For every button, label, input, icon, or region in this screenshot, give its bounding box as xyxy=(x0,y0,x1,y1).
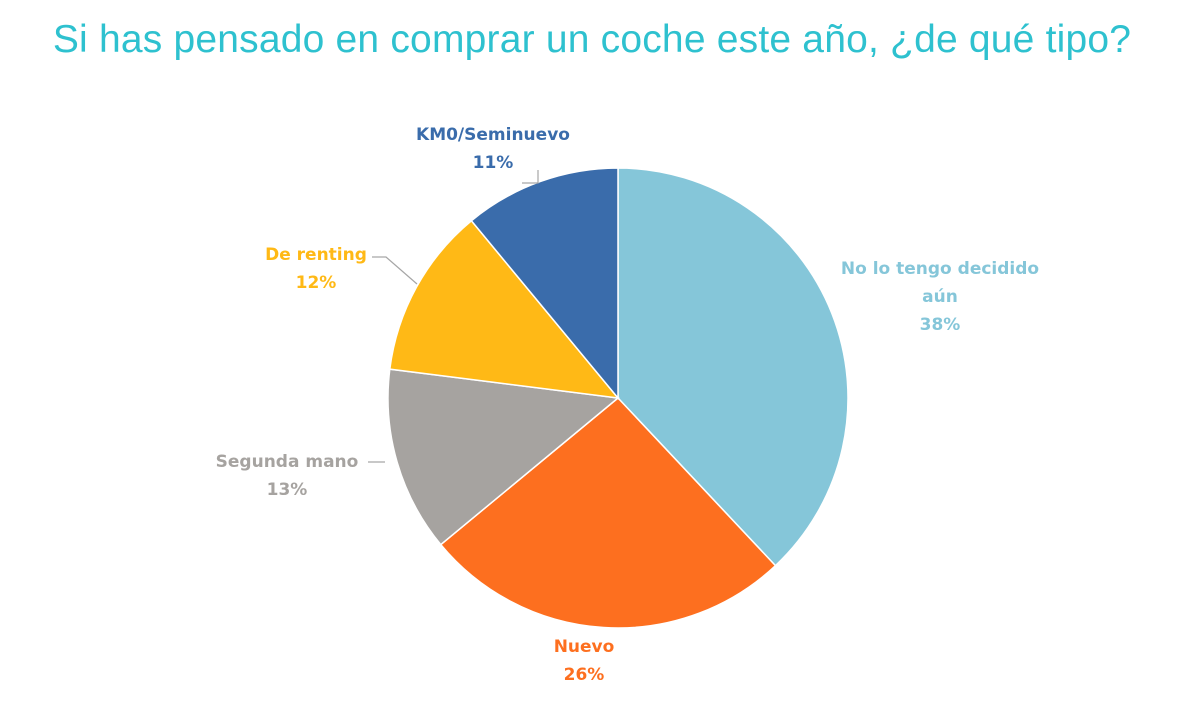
slice-category-label: aún xyxy=(922,287,958,307)
slice-label: De renting 12% xyxy=(265,245,367,293)
chart-title: Si has pensado en comprar un coche este … xyxy=(52,18,1132,61)
slice-label: No lo tengo decidido aún 38% xyxy=(841,259,1039,335)
pie-slice-segunda-mano xyxy=(387,368,620,546)
leader-lines xyxy=(368,170,539,463)
slice-value-label: 13% xyxy=(267,480,308,500)
slice-category-label: Nuevo xyxy=(554,637,615,657)
slice-category-label: No lo tengo decidido xyxy=(841,259,1039,279)
slice-category-label: KM0/Seminuevo xyxy=(416,125,570,145)
leader-line xyxy=(522,170,539,184)
slice-category-label: Segunda mano xyxy=(216,452,359,472)
slice-label: Segunda mano 13% xyxy=(216,452,359,500)
pie-slices xyxy=(387,167,849,629)
pie-slice-km0-seminuevo xyxy=(470,167,619,401)
pie-slice-no-lo-tengo-decidido-a-n xyxy=(617,167,849,567)
leader-line xyxy=(372,256,418,285)
pie-slice-nuevo xyxy=(439,396,777,629)
slice-value-label: 11% xyxy=(473,153,514,173)
pie-slice-de-renting xyxy=(388,219,620,399)
slice-label: KM0/Seminuevo 11% xyxy=(416,125,570,173)
slice-labels: No lo tengo decidido aún 38% Nuevo 26% Segund… xyxy=(216,125,1039,685)
slice-category-label: De renting xyxy=(265,245,367,265)
slice-value-label: 12% xyxy=(296,273,337,293)
slice-value-label: 38% xyxy=(920,315,961,335)
slice-value-label: 26% xyxy=(564,665,605,685)
slice-label: Nuevo 26% xyxy=(554,637,615,685)
